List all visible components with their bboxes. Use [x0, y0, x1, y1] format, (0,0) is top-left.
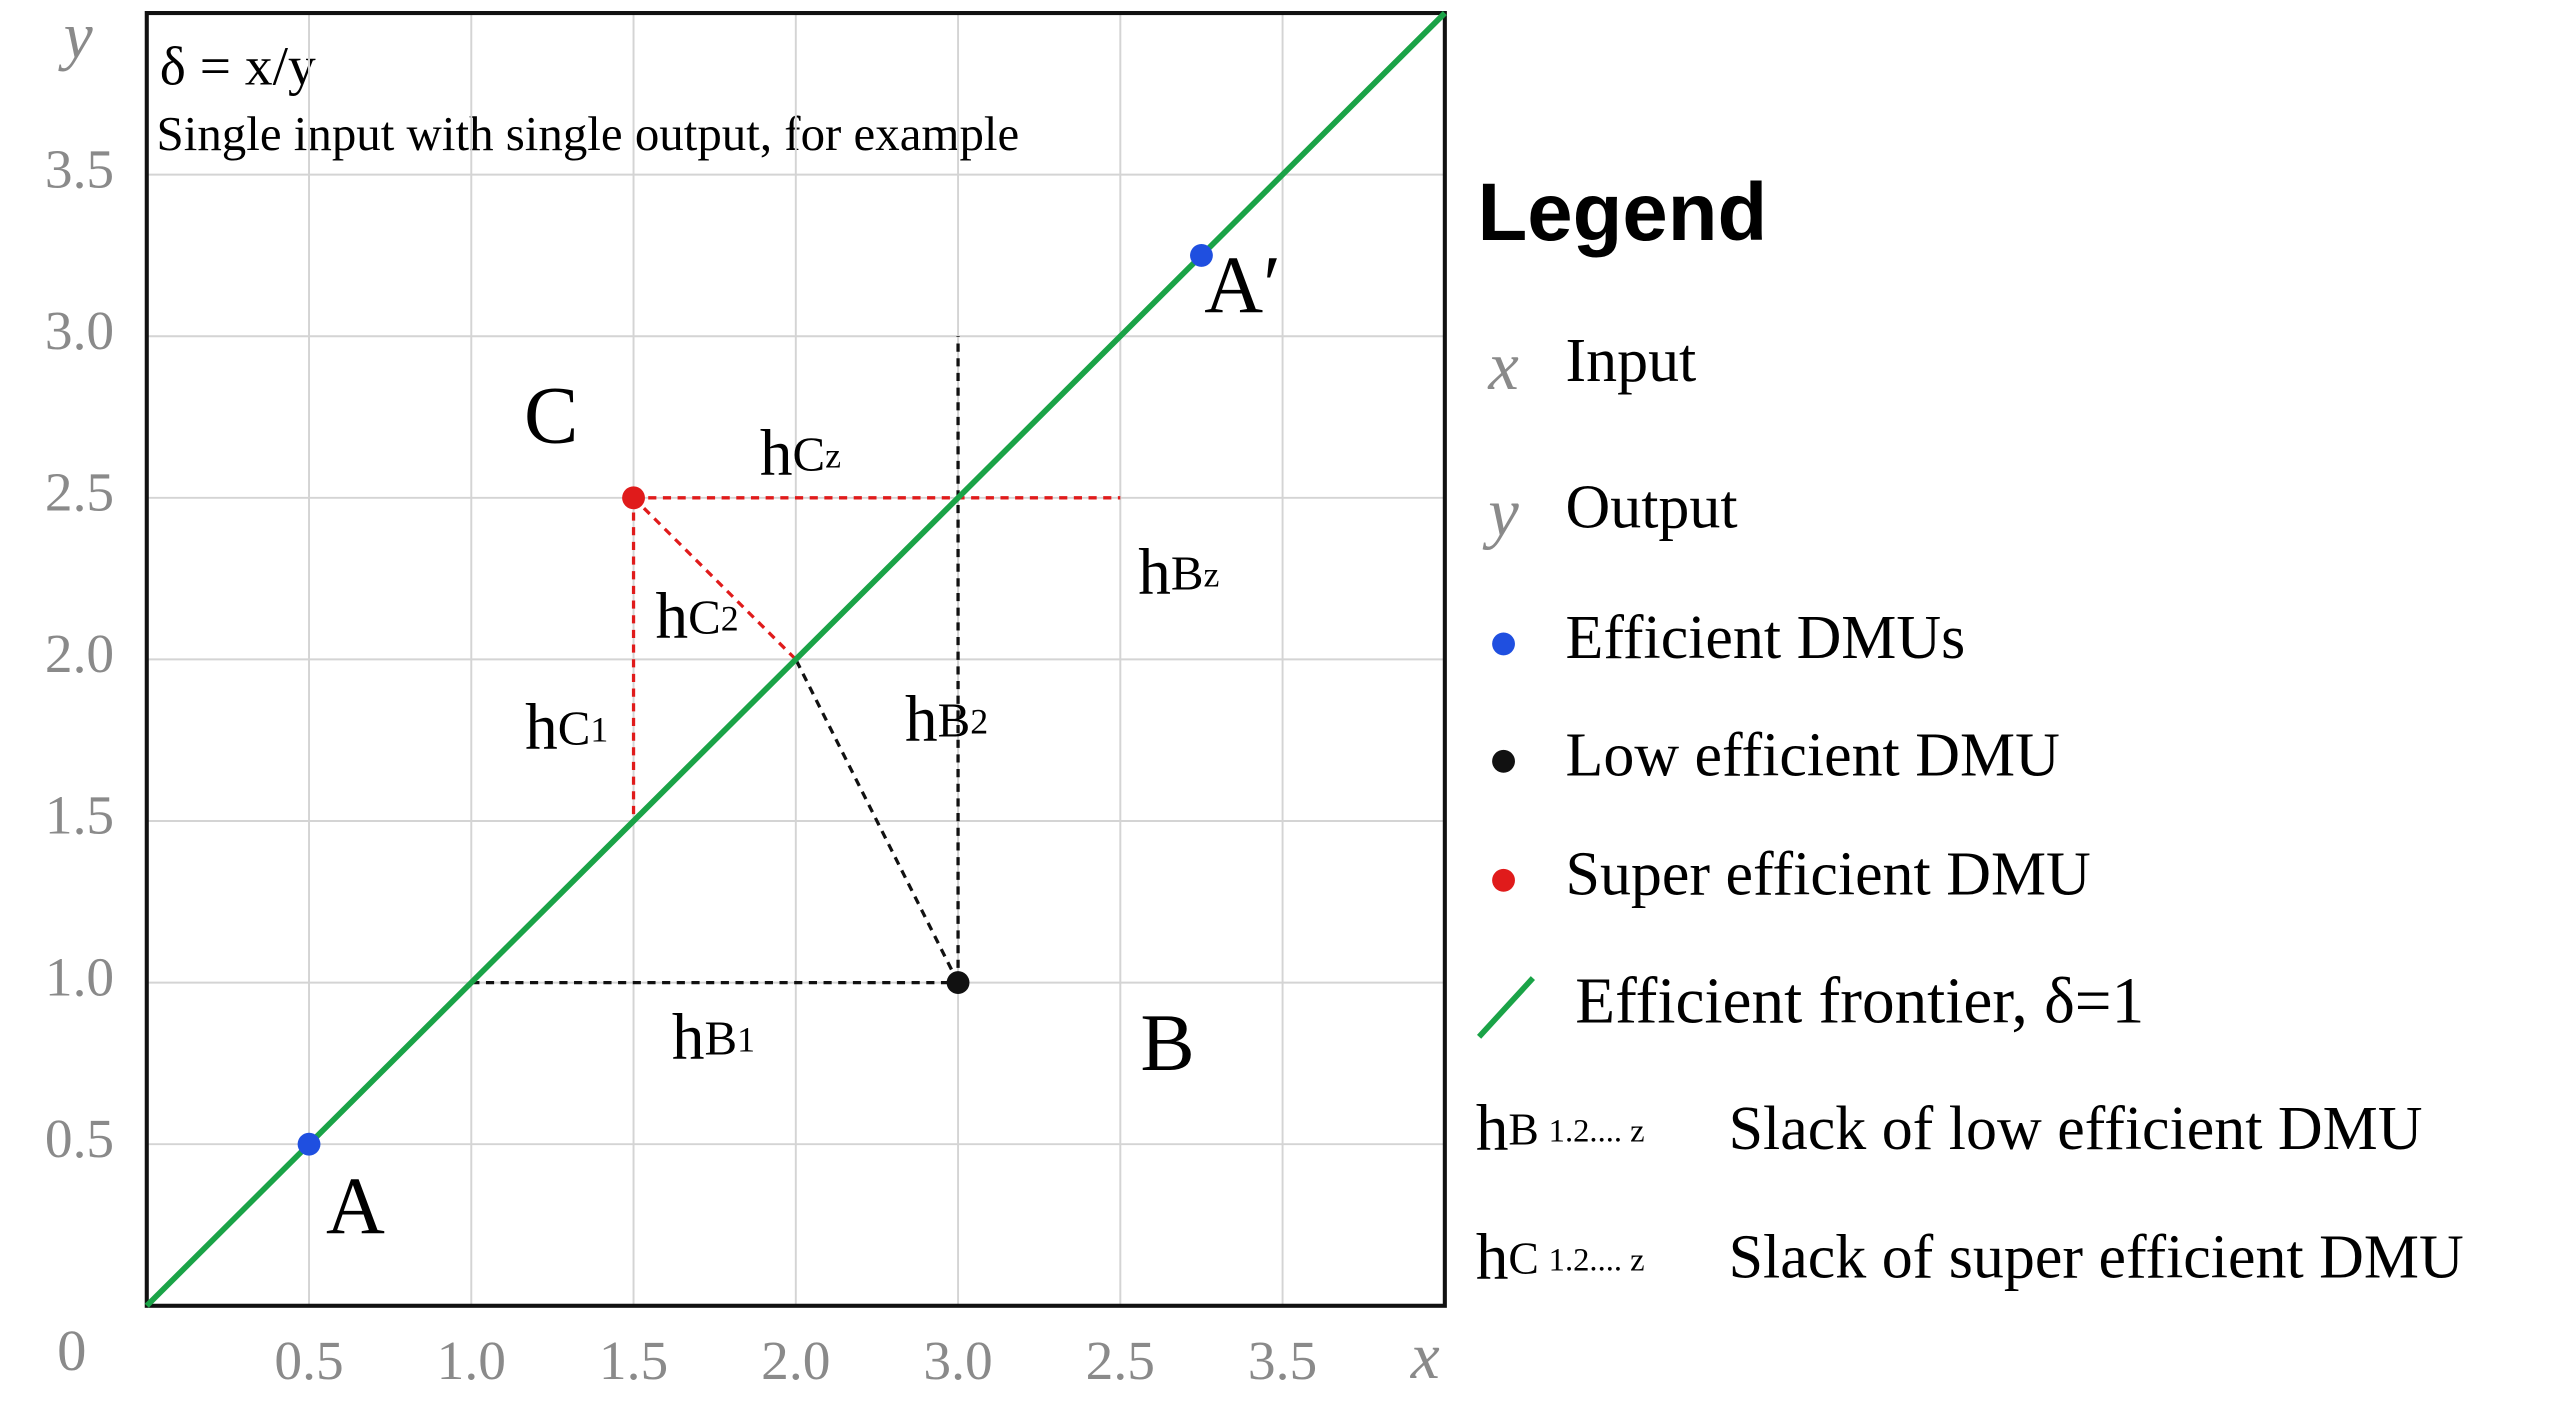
y-tick-label: 1.0	[45, 946, 114, 1007]
legend-marker	[1476, 976, 1535, 1039]
legend-marker	[1492, 868, 1515, 892]
legend-slack-range: 1.2.... z	[1549, 1243, 1645, 1279]
legend-symbol: x	[1487, 328, 1518, 404]
y-tick-label: 3.5	[45, 138, 114, 199]
legend-slack-sub: B	[1508, 1104, 1538, 1155]
slack-h: h	[1138, 537, 1171, 609]
legend-marker	[1492, 749, 1515, 773]
slack-label: hB1	[672, 1001, 755, 1073]
legend-slack-h: h	[1476, 1093, 1509, 1165]
point-label: C	[524, 370, 578, 461]
legend-text: Slack of low efficient DMU	[1729, 1095, 2423, 1163]
slack-line	[794, 658, 960, 984]
legend-marker	[1492, 632, 1515, 656]
x-tick-label: 0.5	[274, 1330, 343, 1391]
y-tick-label: 1.5	[45, 785, 114, 846]
slack-label: hBz	[1138, 537, 1219, 609]
slack-sub: B	[704, 1011, 737, 1066]
slack-h: h	[760, 418, 793, 490]
legend-text: Low efficient DMU	[1566, 722, 2060, 790]
dmu-point	[622, 486, 645, 510]
slack-index: 1	[737, 1020, 755, 1060]
point-label: A′	[1204, 239, 1281, 330]
legend-text: Slack of super efficient DMU	[1729, 1224, 2464, 1292]
legend-text: Efficient frontier, δ=1	[1575, 965, 2144, 1037]
efficient-frontier	[144, 11, 1447, 1308]
x-axis-label: x	[1410, 1321, 1440, 1393]
y-axis-label: y	[58, 0, 93, 72]
slack-index: 2	[721, 599, 739, 639]
y-tick-label: 3.0	[45, 300, 114, 361]
legend-slack-sub: C	[1508, 1233, 1538, 1284]
slack-h: h	[672, 1001, 705, 1073]
subtitle: Single input with single output, for exa…	[157, 106, 1020, 161]
slack-label: hCz	[760, 418, 841, 490]
slack-h: h	[656, 581, 689, 653]
slack-sub: C	[558, 701, 591, 756]
legend-title: Legend	[1477, 167, 1767, 258]
point-label: B	[1140, 997, 1194, 1088]
slack-sub: C	[793, 427, 826, 482]
slack-h: h	[525, 692, 558, 764]
x-tick-label: 1.5	[599, 1330, 668, 1391]
slack-sub: B	[1171, 546, 1204, 601]
legend-symbol: y	[1482, 475, 1519, 551]
slack-sub: B	[938, 693, 971, 748]
slack-sub: C	[688, 590, 721, 645]
legend-slack-symbol: hB 1.2.... z	[1476, 1093, 1645, 1165]
x-tick-label: 3.5	[1248, 1330, 1317, 1391]
x-tick-label: 1.0	[437, 1330, 506, 1391]
slack-line	[632, 496, 797, 661]
formula: δ = x/y	[160, 35, 316, 96]
dmu-point	[946, 971, 970, 995]
legend-slack-h: h	[1476, 1221, 1509, 1293]
slack-label: hB2	[905, 683, 988, 755]
slack-index: z	[825, 436, 841, 476]
slack-label: hC2	[656, 581, 739, 653]
y-tick-label: 2.5	[45, 462, 114, 523]
slack-index: 1	[590, 710, 608, 750]
legend-text: Efficient DMUs	[1566, 604, 1966, 672]
x-tick-label: 2.5	[1086, 1330, 1155, 1391]
legend-slack-range: 1.2.... z	[1549, 1114, 1645, 1150]
slack-index: z	[1204, 555, 1220, 595]
origin-label: 0	[57, 1318, 86, 1383]
legend-text: Super efficient DMU	[1566, 841, 2091, 909]
legend-text: Input	[1566, 327, 1697, 395]
dmu-point	[297, 1132, 321, 1156]
slack-label: hC1	[525, 692, 608, 764]
x-tick-label: 2.0	[761, 1330, 830, 1391]
slack-h: h	[905, 683, 938, 755]
plot-frame	[144, 11, 1447, 1308]
x-tick-label: 3.0	[923, 1330, 992, 1391]
y-tick-label: 0.5	[45, 1108, 114, 1169]
dmu-point	[1190, 244, 1213, 267]
slack-index: 2	[970, 702, 988, 742]
legend-text: Output	[1566, 474, 1738, 542]
y-tick-label: 2.0	[45, 623, 114, 684]
legend-slack-symbol: hC 1.2.... z	[1476, 1221, 1645, 1293]
point-label: A	[326, 1160, 385, 1251]
